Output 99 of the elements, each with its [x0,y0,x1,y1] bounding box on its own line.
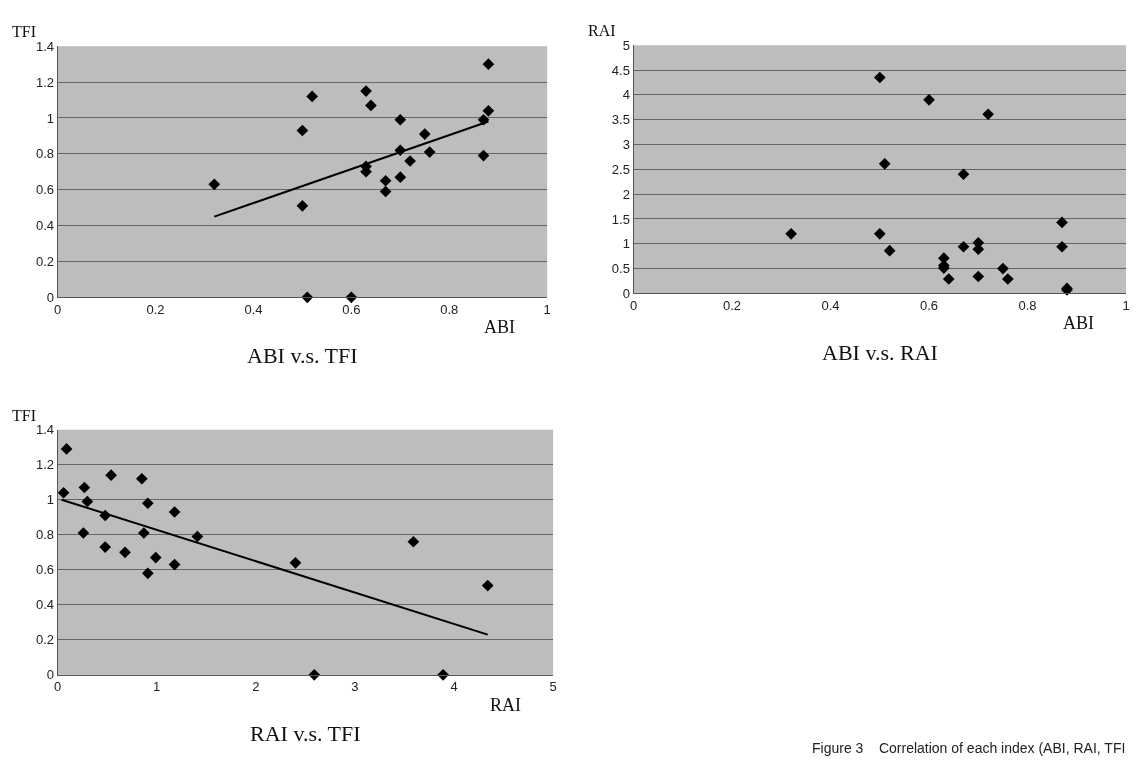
point [1056,240,1068,253]
y-tick-label: 2.5 [611,161,630,177]
point [296,199,309,212]
x-tick-label: 5 [549,679,557,695]
x-tick-label: 0.4 [821,297,840,313]
point [482,58,495,71]
point [873,227,886,240]
y-tick-label: 0 [622,285,630,301]
point [136,472,148,485]
point [191,530,204,543]
point [477,149,490,162]
caption: Figure 3 Correlation of each index (ABI, RAI, TFI [812,740,1126,756]
text: ABI v.s. RAI [822,340,938,365]
point [149,551,162,564]
point [57,486,70,499]
point [873,71,886,84]
point [1056,216,1068,229]
y-tick-label: 2 [622,186,630,202]
point [997,262,1009,275]
x-tick-label: 1 [1122,297,1130,313]
point [81,495,94,508]
point [982,108,994,121]
y-axis-title: TFI [12,407,36,424]
point [394,113,407,126]
point [394,171,407,183]
y-tick-label: 1 [46,110,55,126]
point [105,469,117,482]
point [60,443,73,455]
point [1002,273,1014,285]
point [168,506,181,518]
point [168,558,181,571]
point [119,546,131,559]
x-axis-title: RAI [490,695,521,715]
y-tick-label: 0.4 [35,218,55,234]
x-tick-label: 0.6 [920,297,939,313]
x-tick-label: 0.2 [723,297,742,313]
x-tick-label: 1 [543,301,551,317]
text: ABI v.s. TFI [247,343,358,368]
point [379,185,392,198]
y-tick-label: 1.4 [35,422,55,438]
y-tick-label: 3 [622,137,630,153]
point [365,99,377,112]
x-axis-title: ABI [1063,313,1094,333]
point [972,270,985,283]
text: RAI v.s. TFI [250,721,361,746]
y-tick-label: 1 [46,492,55,508]
point [77,527,90,539]
point [423,146,436,158]
y-tick-label: 0.8 [35,146,55,162]
y-tick-label: 3.5 [611,112,630,128]
point [957,168,970,181]
y-tick-label: 0 [46,667,55,683]
y-tick-label: 1.4 [35,38,55,54]
y-tick-label: 1.2 [35,74,55,90]
point [78,481,91,494]
point [99,541,112,553]
x-tick-label: 0.8 [1018,297,1037,313]
point [957,240,970,253]
y-tick-label: 0.6 [35,562,55,578]
x-tick-label: 3 [351,679,359,695]
y-axis-title: RAI [588,22,616,39]
point [482,104,495,117]
x-tick-label: 0.4 [244,301,263,317]
point [481,579,494,592]
point [942,273,955,285]
point [418,128,431,140]
y-tick-label: 0.4 [35,597,55,613]
point [289,556,302,569]
y-tick-label: 4 [622,87,630,103]
x-tick-label: 0.8 [440,301,459,317]
x-tick-label: 0.2 [146,301,165,317]
point [923,93,935,106]
y-tick-label: 1.2 [35,457,55,473]
point [379,174,392,187]
y-tick-label: 1.5 [611,211,630,227]
y-tick-label: 4.5 [611,62,630,78]
x-tick-label: 1 [153,679,161,695]
y-tick-label: 0.2 [35,253,55,269]
point [883,244,896,257]
point [878,158,891,170]
point [141,497,154,510]
y-tick-label: 0.5 [611,261,630,277]
point [137,527,150,539]
x-tick-label: 2 [252,679,260,695]
y-tick-label: 0.8 [35,527,55,543]
x-tick-label: 4 [450,679,458,695]
point [785,227,797,240]
point [296,124,309,137]
point [141,567,154,580]
point [208,178,221,191]
y-tick-label: 0.2 [35,632,55,648]
y-axis-title: TFI [12,23,36,40]
point [306,90,319,103]
y-tick-label: 5 [622,37,630,53]
x-tick-label: 0.6 [342,301,361,317]
y-tick-label: 1 [622,236,630,252]
x-axis-title: ABI [484,317,515,337]
point [407,535,420,548]
y-tick-label: 0.6 [35,182,55,198]
